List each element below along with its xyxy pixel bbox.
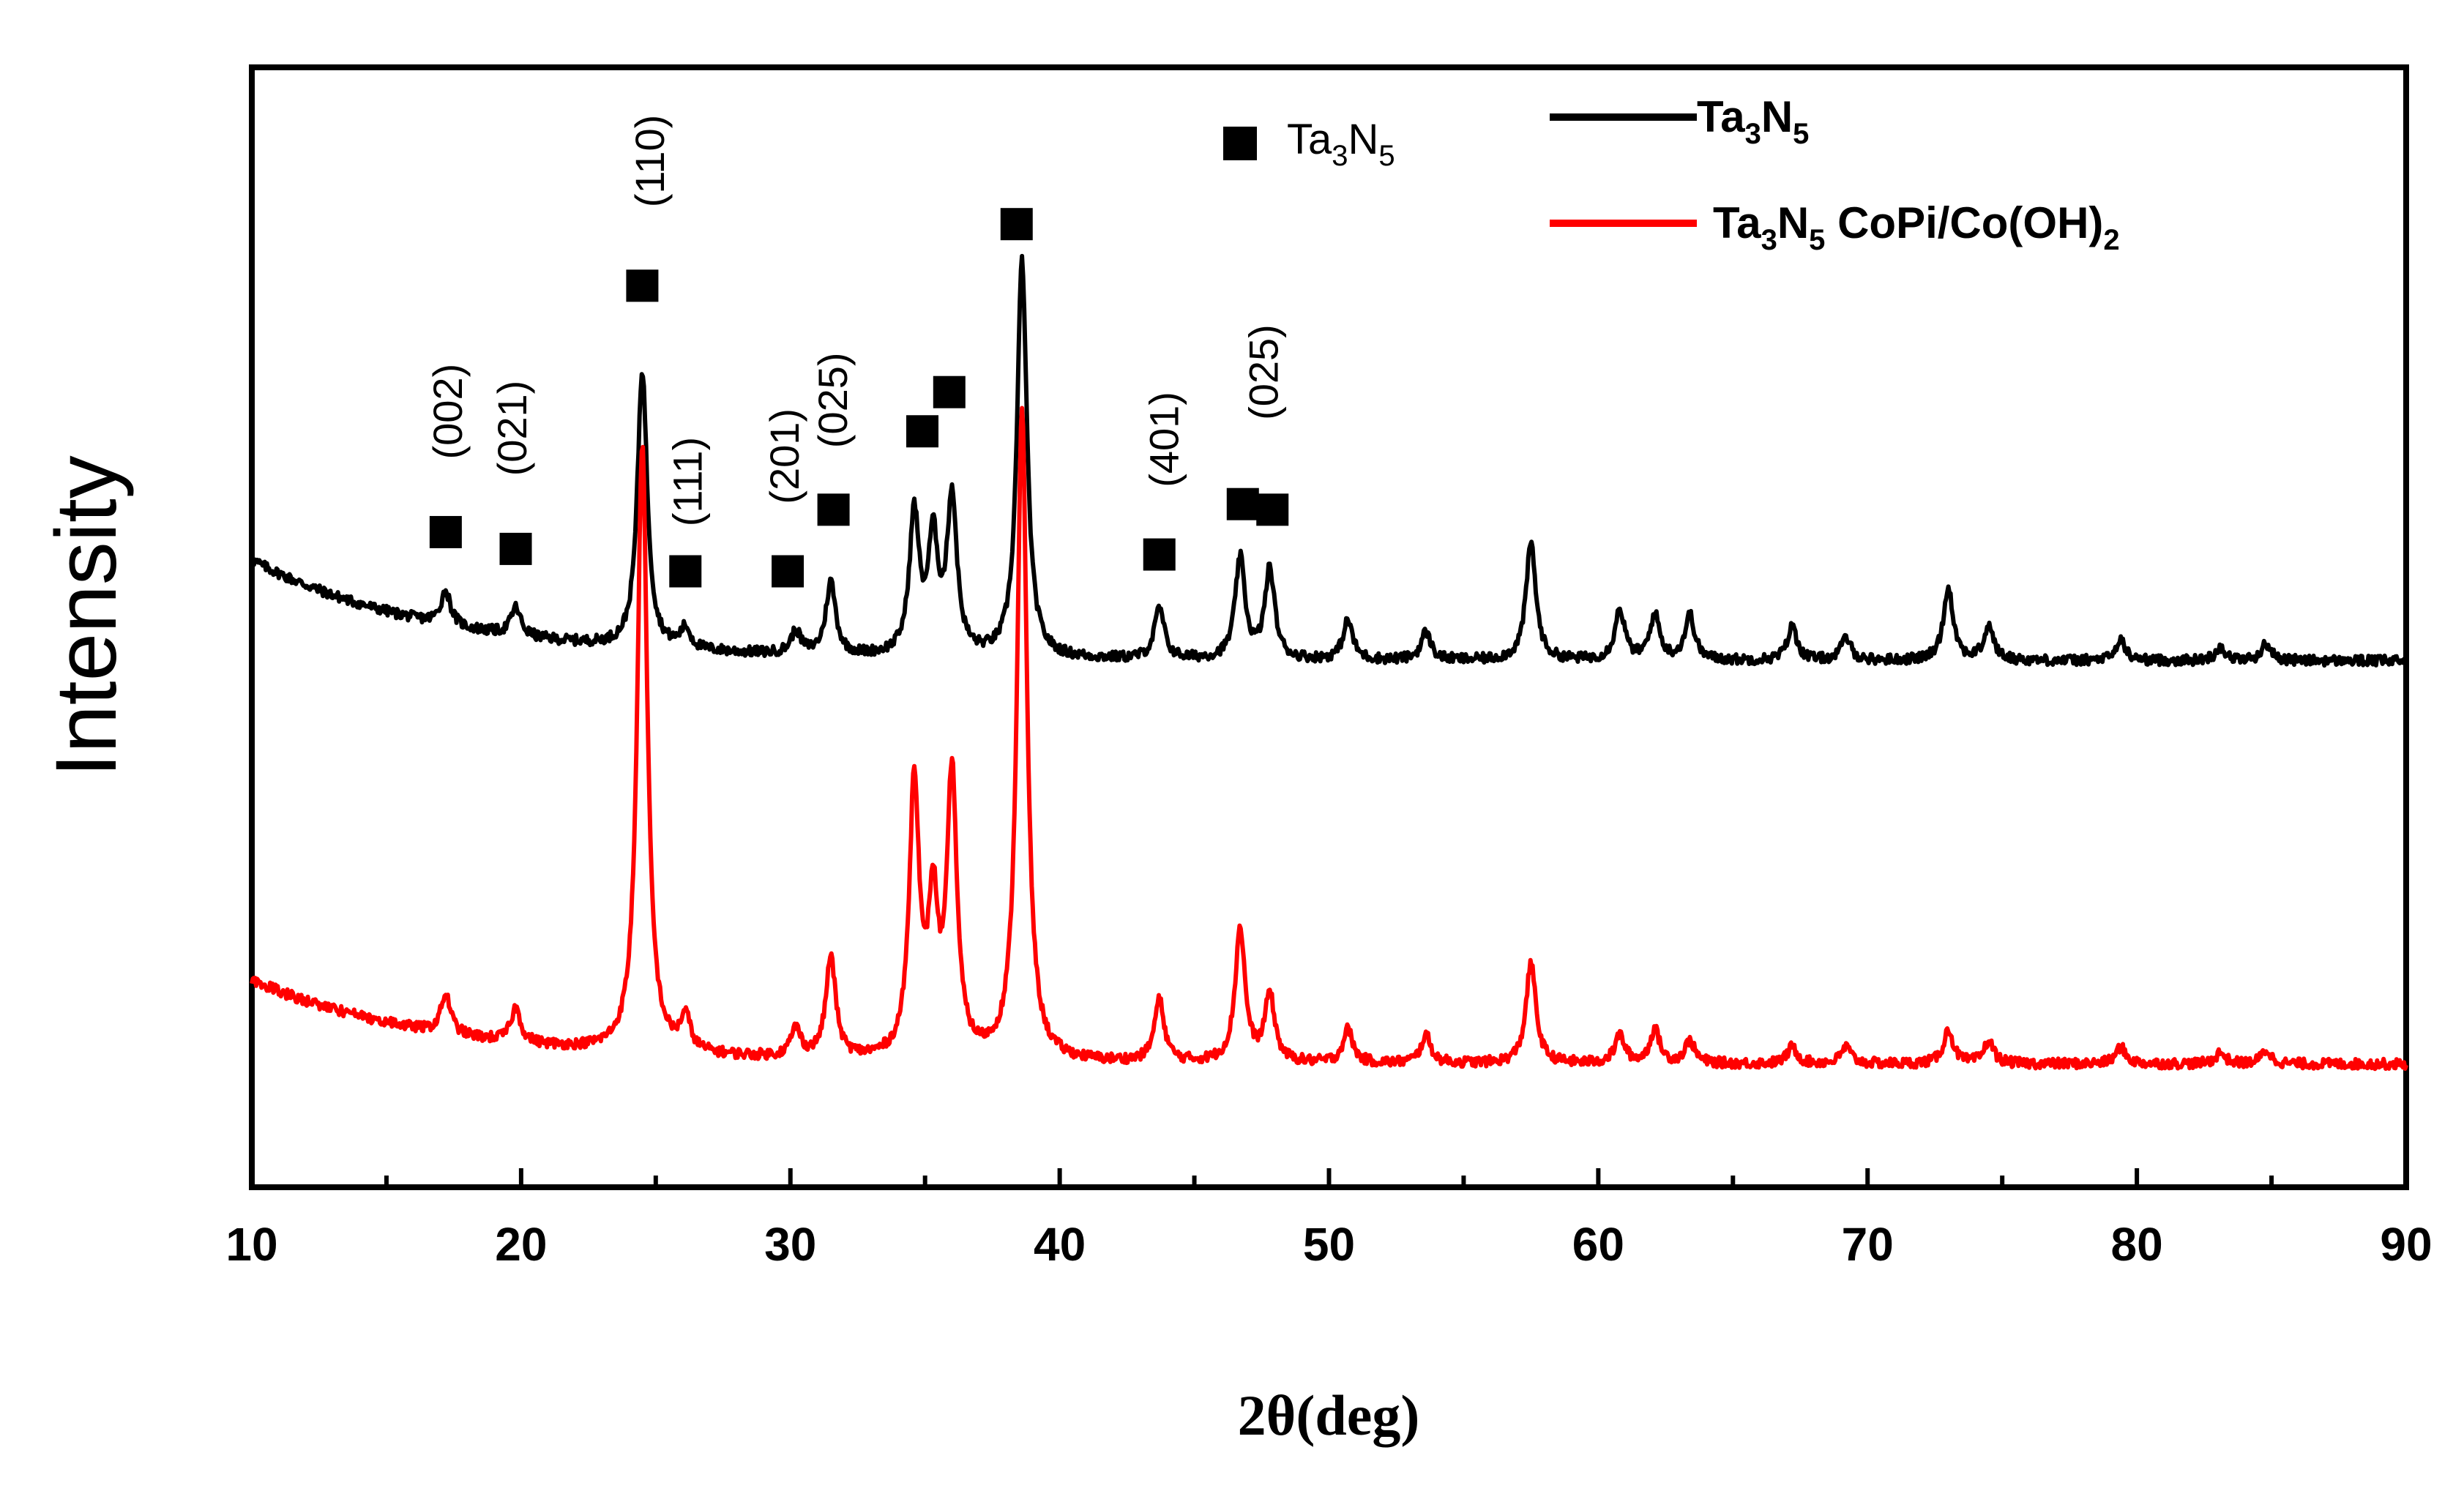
x-axis-label: 2θ(deg) (1238, 1383, 1420, 1447)
hkl-label: (110) (627, 115, 673, 208)
peak-marker-square (933, 375, 966, 408)
x-tick-label: 10 (225, 1218, 277, 1271)
peak-marker-square (1226, 487, 1259, 520)
x-tick-label: 30 (764, 1218, 816, 1271)
peak-marker-square (1256, 493, 1289, 526)
hkl-label: (002) (425, 364, 471, 460)
series-layer (250, 253, 2408, 1072)
hkl-label: (201) (761, 408, 807, 504)
peak-marker-square (1143, 538, 1176, 571)
marker-legend-square (1223, 127, 1257, 160)
hkl-label: (025) (1241, 324, 1287, 420)
peak-marker-square (772, 555, 804, 588)
series-line-ta3n5 (250, 253, 2408, 668)
x-tick-label: 50 (1303, 1218, 1355, 1271)
hkl-label: (111) (664, 437, 710, 526)
hkl-label: (401) (1141, 392, 1187, 487)
peak-marker-square (429, 515, 462, 548)
peak-marker-square (626, 269, 659, 302)
annotation-layer: (002) (021)(110)(111) (201)(025) (401)(025) (425, 115, 1289, 588)
peak-marker-square (1000, 208, 1033, 241)
x-tick-label: 90 (2380, 1218, 2432, 1271)
peak-marker-square (817, 493, 850, 526)
peak-marker-square (906, 415, 939, 448)
legend-label-ta3n5: Ta3N5 (1697, 92, 1809, 150)
peak-marker-square (669, 555, 702, 588)
x-axis: 10 20 30 40 50 60 70 80 90 (225, 1168, 2433, 1271)
x-tick-label: 80 (2111, 1218, 2163, 1271)
hkl-label: (021) (489, 381, 535, 477)
x-tick-label: 60 (1572, 1218, 1624, 1271)
x-tick-label: 70 (1842, 1218, 1894, 1271)
x-tick-label: 20 (495, 1218, 547, 1271)
series-line-ta3n5-copi-co-oh2 (250, 406, 2408, 1072)
marker-legend-label: Ta3N5 (1287, 116, 1395, 172)
x-tick-label: 40 (1034, 1218, 1086, 1271)
peak-marker-square (499, 532, 532, 565)
hkl-label: (025) (810, 352, 856, 448)
legend-label-ta3n5-copi: Ta3N5 CoPi/Co(OH)2 (1713, 198, 2120, 256)
y-axis-label: Intensity (38, 455, 135, 777)
